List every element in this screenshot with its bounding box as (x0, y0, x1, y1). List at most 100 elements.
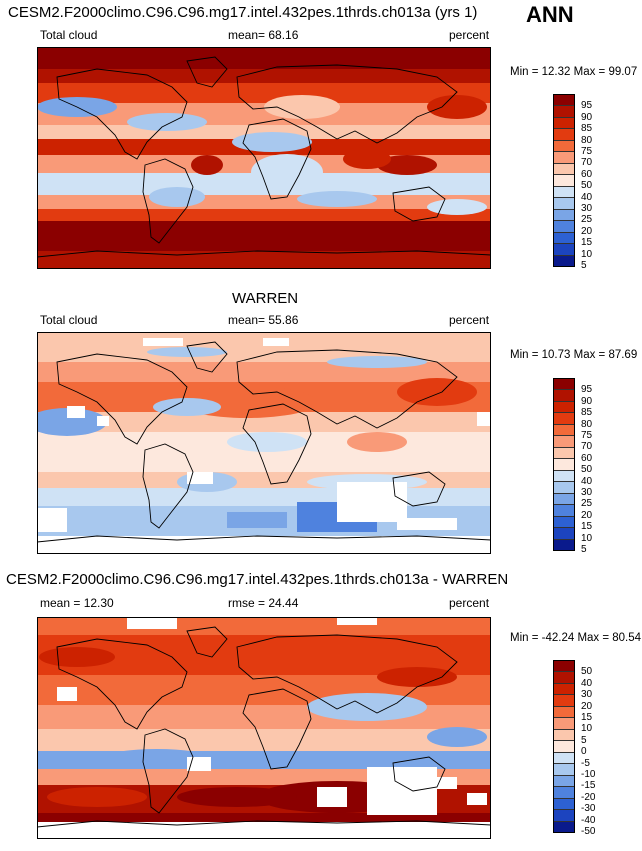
field-feature (37, 408, 107, 436)
coastline (37, 535, 491, 554)
colorbar-tick-label: 15 (581, 712, 593, 723)
colorbar-swatch (554, 683, 574, 696)
missing-cell (477, 412, 491, 426)
field-band (37, 195, 491, 209)
page-title: CESM2.F2000climo.C96.C96.mg17.intel.432p… (8, 4, 478, 21)
field-feature (47, 787, 147, 807)
colorbar-box (553, 660, 575, 833)
coastline (236, 634, 458, 714)
colorbar-tick-label: 25 (581, 214, 593, 226)
missing-cell (263, 338, 289, 346)
field-band (37, 209, 491, 221)
colorbar-tick-label: -10 (581, 769, 596, 780)
coastline (142, 728, 194, 814)
field-feature (127, 113, 207, 131)
panel3-rmse-label: rmse = 24.44 (228, 596, 299, 610)
colorbar-tick-label: 40 (581, 191, 593, 203)
colorbar-tick-label: 60 (581, 168, 593, 180)
coastline (186, 56, 228, 88)
colorbar-swatch (554, 413, 574, 425)
colorbar-swatch (554, 528, 574, 540)
colorbar-swatch (554, 95, 574, 107)
colorbar-tick-label: 50 (581, 666, 593, 678)
colorbar-swatch (554, 741, 574, 753)
panel1-map (37, 47, 491, 269)
missing-cell (57, 687, 77, 701)
field-band (37, 251, 491, 269)
colorbar-tick-label: 80 (581, 134, 593, 146)
coastlines (37, 626, 491, 839)
field-band (37, 332, 491, 362)
colorbar-tick-label: 95 (581, 384, 593, 396)
colorbar-swatch (554, 436, 574, 448)
colorbar-tick-label: 70 (581, 441, 593, 453)
panel3-colorbar: 50 40 30 20 15 10 5 0 -5 -10 -15 -20 -30 -40 -50 (553, 660, 595, 837)
missing-cell (337, 482, 407, 522)
colorbar-swatch (554, 764, 574, 776)
colorbar-swatch (554, 661, 574, 673)
missing-cell (337, 617, 377, 625)
panel3-units-label: percent (449, 596, 490, 610)
season-label: ANN (526, 2, 574, 27)
field-feature (251, 154, 323, 190)
colorbar-tick-label: 20 (581, 225, 593, 237)
colorbar-swatch (554, 106, 574, 118)
panel1-minmax: Min = 12.32 Max = 99.07 (510, 66, 638, 78)
colorbar-tick-label: 95 (581, 100, 593, 112)
colorbar-tick-label: 90 (581, 111, 593, 123)
colorbar-swatch (554, 221, 574, 233)
colorbar-tick-label: -40 (581, 814, 596, 826)
colorbar-tick-label: 75 (581, 430, 593, 441)
colorbar-box (553, 378, 575, 551)
colorbar-swatch (554, 209, 574, 222)
missing-cell (437, 777, 457, 789)
panel3-title: CESM2.F2000climo.C96.C96.mg17.intel.432p… (6, 571, 509, 588)
colorbar-tick-label: -5 (581, 757, 590, 769)
coastline (142, 158, 194, 244)
field-band (37, 69, 491, 83)
colorbar-tick-label: 5 (581, 260, 587, 271)
field-feature (177, 787, 297, 807)
colorbar-tick-label: -20 (581, 791, 596, 803)
colorbar-tick-label: 10 (581, 532, 593, 544)
panel2-mean-label: mean= 55.86 (228, 313, 299, 327)
colorbar-swatch (554, 505, 574, 517)
colorbar-tick-label: 90 (581, 395, 593, 407)
panel2-minmax: Min = 10.73 Max = 87.69 (510, 349, 638, 361)
colorbar-swatch (554, 729, 574, 742)
colorbar-swatch (554, 787, 574, 799)
field-feature (377, 155, 437, 175)
colorbar-swatch (554, 198, 574, 210)
missing-data (37, 617, 491, 839)
colorbar-swatch (554, 672, 574, 684)
field-band (37, 412, 491, 432)
colorbar-tick-label: 15 (581, 521, 593, 533)
coastline (56, 353, 188, 445)
colorbar-tick-label: 50 (581, 180, 593, 192)
map-frame (37, 332, 491, 554)
panel3-mean-label: mean = 12.30 (40, 596, 114, 610)
colorbar-tick-label: 15 (581, 237, 593, 249)
field-feature (232, 132, 312, 152)
field-band (37, 617, 491, 635)
field-feature (327, 356, 427, 368)
field-band (37, 83, 491, 103)
field-feature (347, 432, 407, 452)
colorbar-tick-label: 5 (581, 734, 587, 746)
colorbar-swatch (554, 695, 574, 707)
colorbar-swatch (554, 186, 574, 199)
coastline (242, 118, 312, 200)
colorbar-tick-label: -30 (581, 803, 596, 815)
panel2-variable-label: Total cloud (40, 313, 98, 327)
coastline (37, 250, 491, 269)
colorbar-tick-label: -15 (581, 780, 596, 792)
colorbar-swatch (554, 706, 574, 719)
colorbar-tick-label: 60 (581, 452, 593, 464)
colorbar-tick-label: 0 (581, 746, 587, 758)
missing-cell (187, 472, 213, 484)
colorbar-tick-label: 70 (581, 157, 593, 169)
coastline (186, 626, 228, 658)
field-band (37, 488, 491, 506)
coastlines (37, 341, 491, 554)
coastline (186, 341, 228, 373)
